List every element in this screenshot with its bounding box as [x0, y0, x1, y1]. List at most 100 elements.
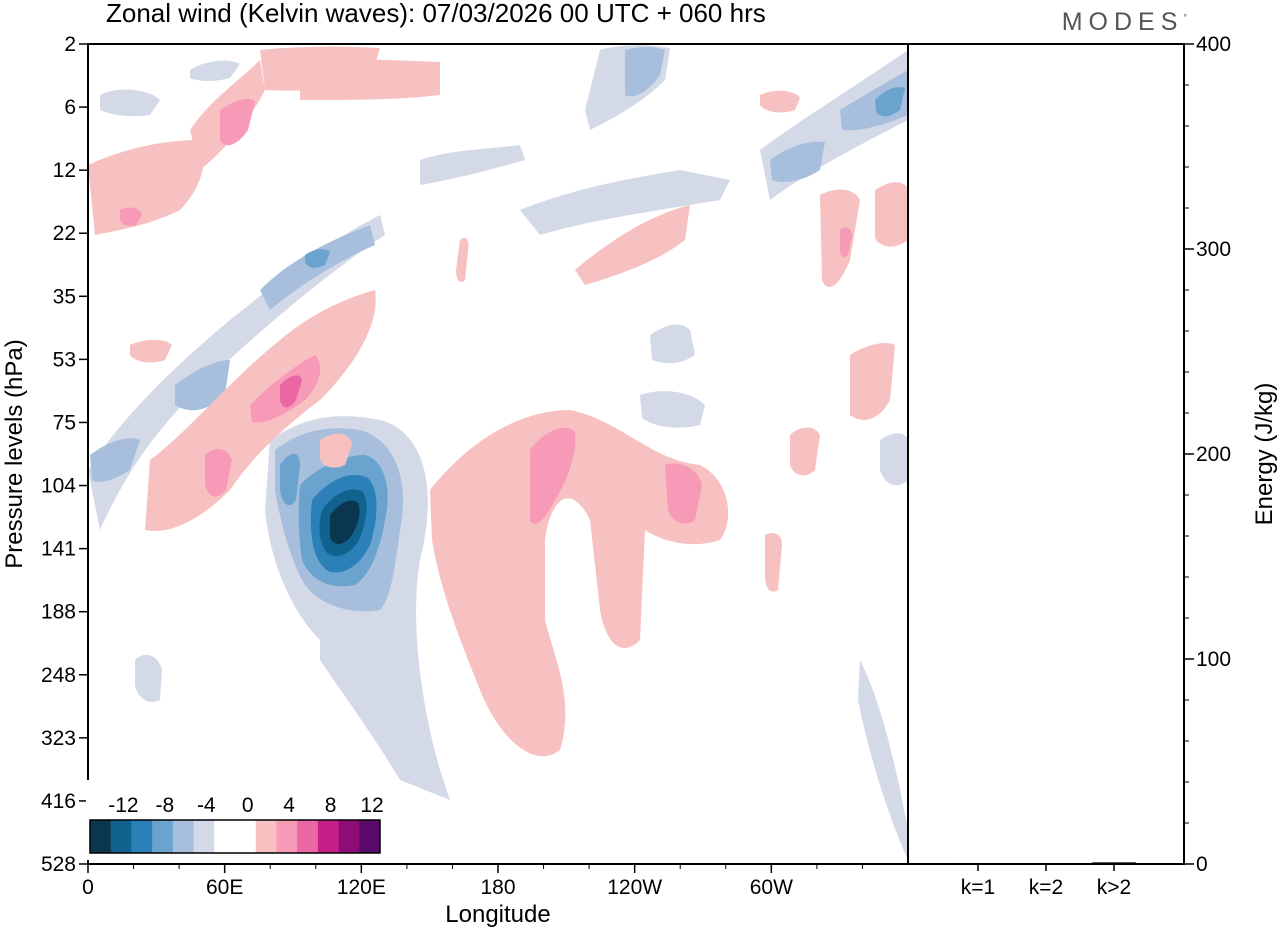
- energy-tick-label: 200: [1196, 443, 1231, 466]
- colorbar-swatch: [152, 820, 174, 853]
- contour-patch: [320, 433, 352, 468]
- contour-patch: [300, 59, 440, 100]
- x-tick-label: 60E: [206, 876, 243, 899]
- colorbar-swatch: [193, 820, 215, 853]
- colorbar-label: -8: [156, 794, 175, 817]
- x-tick-label: 180: [480, 876, 515, 899]
- colorbar-swatch: [297, 820, 319, 853]
- y-tick-label: 2: [64, 33, 76, 56]
- x-tick-label: 120E: [337, 876, 386, 899]
- contour-patch: [190, 60, 240, 81]
- energy-tick-label: 300: [1196, 238, 1231, 261]
- y-tick-label: 323: [41, 727, 76, 750]
- x-tick-label: 60W: [750, 876, 793, 899]
- contour-patch: [840, 70, 908, 131]
- contour-level-minus24: [330, 500, 360, 544]
- contour-patch: [765, 533, 782, 592]
- colorbar-swatch: [276, 820, 298, 853]
- chart-title: Zonal wind (Kelvin waves): 07/03/2026 00…: [106, 0, 766, 28]
- contour-patch: [280, 375, 302, 408]
- colorbar-swatch: [255, 820, 277, 853]
- colorbar-swatch: [90, 820, 112, 853]
- x-tick-label: 120W: [607, 876, 662, 899]
- energy-bar: [956, 862, 1000, 864]
- contour-patch: [770, 141, 825, 182]
- colorbar-label: 4: [283, 794, 295, 817]
- contour-patch: [839, 227, 852, 257]
- contour-patch: [88, 140, 204, 235]
- y-tick-label: 53: [53, 348, 76, 371]
- contour-patch: [850, 343, 895, 420]
- energy-axis: 0 100 200 300 400: [1184, 33, 1231, 876]
- y-axis-title: Pressure levels (hPa): [1, 339, 28, 568]
- energy-category-label: k=1: [961, 876, 995, 899]
- colorbar-swatch: [317, 820, 340, 853]
- contour-patch: [120, 207, 142, 227]
- energy-axis-title: Energy (J/kg): [1251, 383, 1278, 526]
- contour-patch: [330, 500, 360, 544]
- y-tick-label: 416: [41, 790, 76, 813]
- contour-patch: [305, 249, 330, 268]
- colorbar-frame: [89, 819, 381, 854]
- y-tick-label: 248: [41, 664, 76, 687]
- contour-patch: [90, 438, 140, 482]
- y-tick-label: 188: [41, 601, 76, 624]
- x-axis-title: Longitude: [445, 901, 550, 928]
- colorbar-swatch: [338, 820, 360, 853]
- logo-registered-mark: °: [1183, 12, 1187, 23]
- contour-patch: [858, 660, 908, 860]
- contour-patch: [205, 448, 232, 497]
- contour-patch: [175, 360, 230, 411]
- colorbar-label: -4: [197, 794, 216, 817]
- contour-patch: [875, 182, 908, 247]
- contour-level-plus12: [280, 375, 302, 408]
- contour-patch: [100, 89, 160, 117]
- y-tick-label: 528: [41, 853, 76, 876]
- contour-patch: [575, 205, 690, 285]
- contour-patch: [430, 410, 729, 757]
- energy-plot-frame: [907, 43, 1185, 865]
- contour-patch: [130, 339, 172, 363]
- logo-text: MODES: [1061, 8, 1184, 36]
- contour-patch: [135, 654, 162, 702]
- colorbar-label: -12: [108, 794, 138, 817]
- energy-tick-label: 0: [1196, 853, 1208, 876]
- energy-tick-label: 100: [1196, 648, 1231, 671]
- modes-logo: MODES°: [1062, 8, 1187, 37]
- colorbar-swatch: [110, 820, 132, 853]
- contour-patch: [640, 391, 705, 428]
- contour-patch: [760, 90, 800, 113]
- colorbar-swatch: [235, 820, 257, 853]
- contour-patch: [625, 47, 665, 97]
- contour-patch: [280, 453, 300, 506]
- colorbar: -12 -8 -4 0 4 8 12: [86, 780, 384, 860]
- colorbar-swatch: [359, 820, 381, 853]
- energy-category-label: k>2: [1097, 876, 1131, 899]
- wind-field: [88, 45, 908, 860]
- energy-category-label: k=2: [1029, 876, 1063, 899]
- colorbar-label: 12: [360, 794, 383, 817]
- contour-patch: [790, 427, 820, 476]
- contour-patch: [220, 98, 255, 146]
- colorbar-swatch: [131, 820, 153, 853]
- y-tick-label: 6: [64, 96, 76, 119]
- y-tick-label: 141: [41, 538, 76, 561]
- contour-patch: [665, 463, 702, 524]
- energy-bar: [1024, 863, 1068, 865]
- contour-patch: [456, 238, 469, 282]
- energy-tick-label: 400: [1196, 33, 1231, 56]
- y-axis: 2 6 12 22 35 53 75 104 141 188 248 323 416 528: [41, 33, 88, 876]
- contour-patch: [530, 427, 576, 524]
- contour-patch: [320, 640, 450, 800]
- y-tick-label: 104: [41, 475, 76, 498]
- x-tick-label: 0: [82, 876, 94, 899]
- contour-patch: [650, 324, 695, 364]
- colorbar-swatch: [172, 820, 195, 853]
- contour-patch: [880, 433, 908, 486]
- y-tick-label: 35: [53, 285, 76, 308]
- y-tick-label: 22: [53, 222, 76, 245]
- y-tick-label: 75: [53, 411, 76, 434]
- energy-bars: k=1 k=2 k>2: [956, 862, 1136, 899]
- colorbar-swatch: [214, 820, 236, 853]
